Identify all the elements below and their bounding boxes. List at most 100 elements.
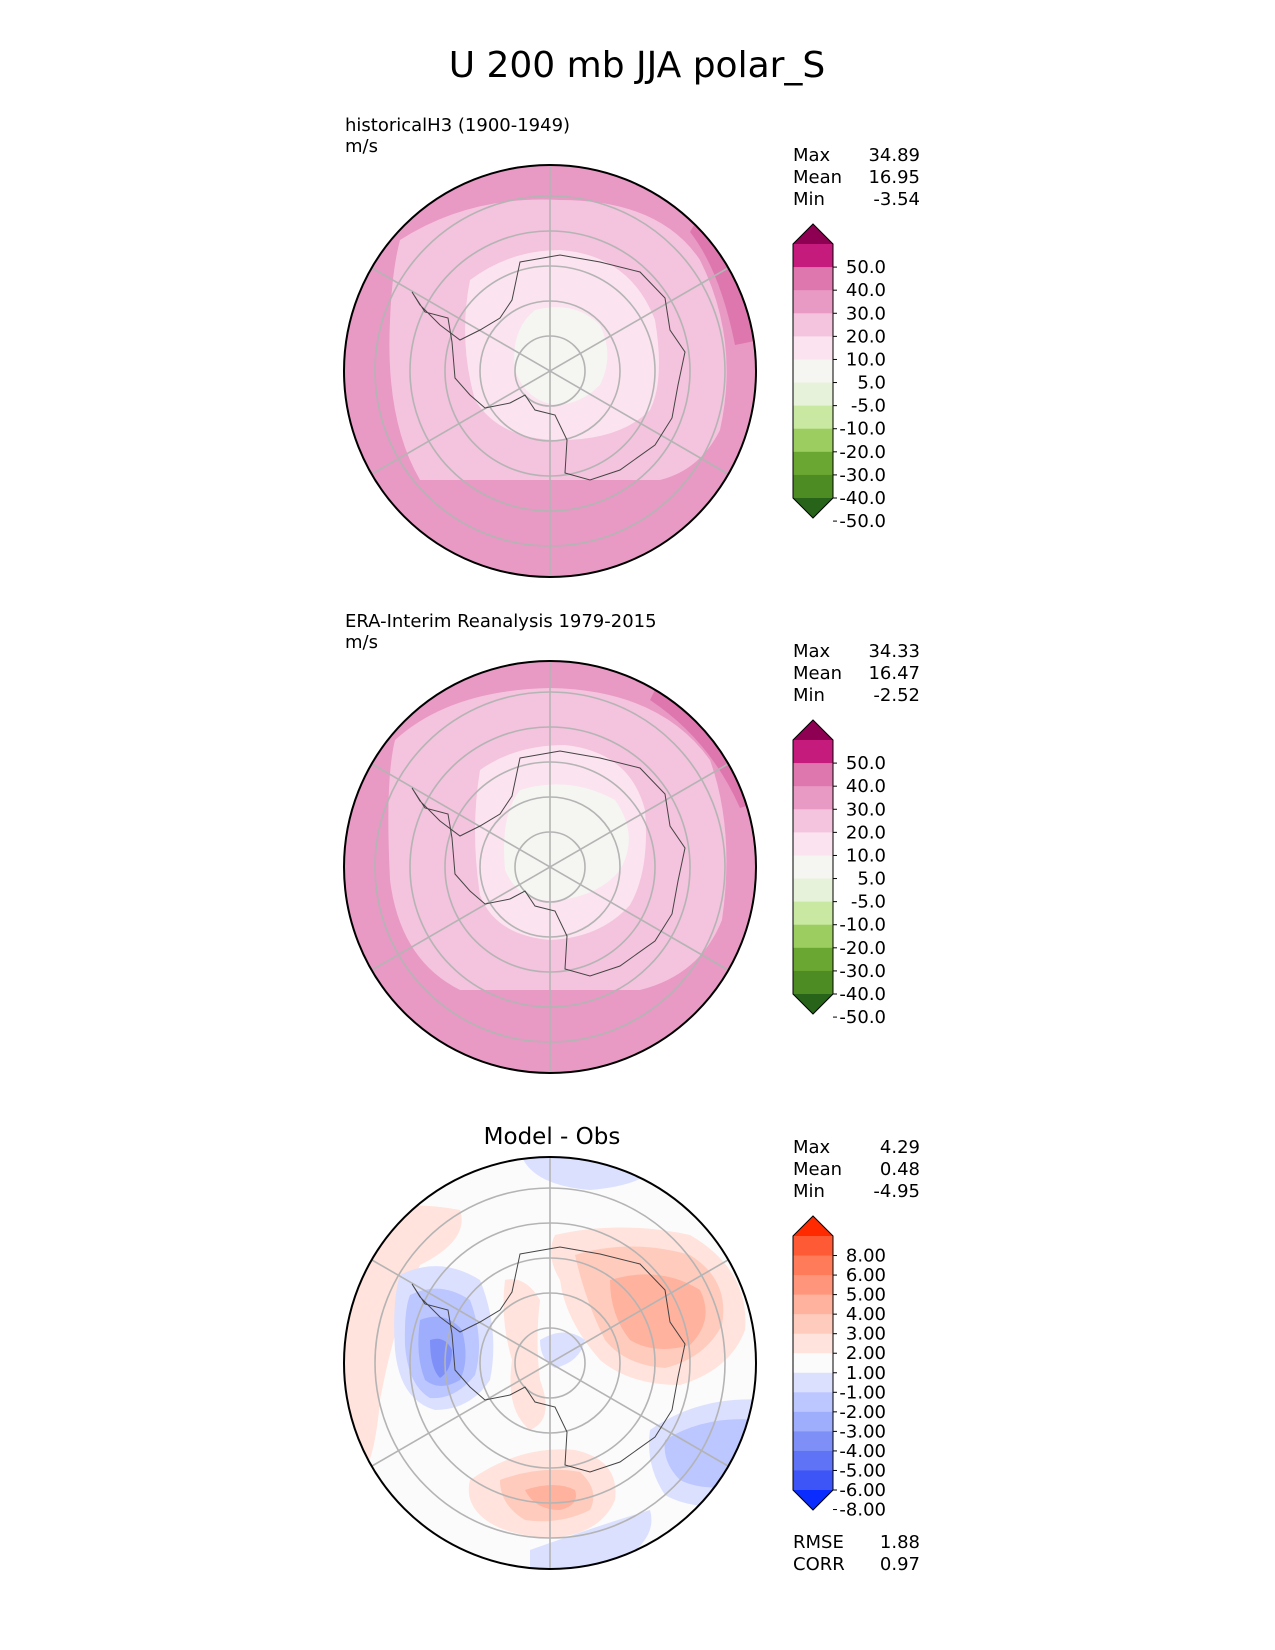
- colorbar-segment: [793, 1470, 833, 1491]
- colorbar-segment: [793, 763, 833, 787]
- stats: Max 34.33 Mean 16.47 Min -2.52: [793, 641, 920, 706]
- colorbar-tick-label: -8.00: [839, 1500, 886, 1521]
- colorbar-tick-label: 20.0: [846, 822, 886, 843]
- colorbar-tick-label: -40.0: [839, 984, 886, 1005]
- colorbar-tick-label: -5.00: [839, 1460, 886, 1481]
- stat-value: 34.33: [868, 641, 920, 662]
- colorbar-segment: [793, 970, 833, 995]
- colorbar-segment: [793, 1275, 833, 1296]
- colorbar-segment: [793, 1314, 833, 1335]
- colorbar-tick-label: 6.00: [846, 1265, 886, 1286]
- colorbar-tick-label: 1.00: [846, 1363, 886, 1384]
- panel-diff: Model - Obs: [343, 1124, 920, 1575]
- colorbar-tick-label: 5.00: [846, 1285, 886, 1306]
- colorbar-segment: [793, 878, 833, 903]
- grid-lines: [371, 1157, 729, 1569]
- colorbar-segment: [793, 740, 833, 764]
- stat-value: -3.54: [873, 189, 920, 210]
- colorbar-tick-label: -5.0: [851, 892, 886, 913]
- colorbar-tick-label: -50.0: [839, 1007, 886, 1028]
- stat-value: 16.95: [868, 167, 920, 188]
- colorbar-extend-min: [793, 994, 833, 1014]
- corr-label: CORR: [793, 1554, 845, 1575]
- colorbar-tick-label: -2.00: [839, 1402, 886, 1423]
- colorbar-tick-label: 20.0: [846, 326, 886, 347]
- colorbar-segment: [793, 451, 833, 476]
- colorbar-segment: [793, 1431, 833, 1452]
- panel-units: m/s: [345, 136, 378, 157]
- colorbar-tick-label: 50.0: [846, 753, 886, 774]
- colorbar-tick-label: 3.00: [846, 1324, 886, 1345]
- rmse-label: RMSE: [793, 1532, 844, 1553]
- colorbar-tick-label: 10.0: [846, 845, 886, 866]
- stat-label: Max: [793, 641, 831, 662]
- corr-value: 0.97: [880, 1554, 920, 1575]
- colorbar-segment: [793, 1411, 833, 1432]
- colorbar-extend-min: [793, 498, 833, 518]
- colorbar-tick-label: 40.0: [846, 776, 886, 797]
- panel-model: historicalH3 (1900-1949) m/s Max 34.89 M…: [343, 115, 920, 578]
- colorbar-segment: [793, 1236, 833, 1257]
- colorbar-tick-label: 4.00: [846, 1304, 886, 1325]
- rmse-value: 1.88: [880, 1532, 920, 1553]
- colorbar-tick-label: -20.0: [839, 938, 886, 959]
- colorbar-extend-max: [793, 1216, 833, 1236]
- coastline: [411, 1246, 686, 1473]
- colorbar-tick-label: -5.0: [851, 396, 886, 417]
- stat-value: 16.47: [868, 663, 920, 684]
- colorbar-segment: [793, 336, 833, 360]
- colorbar-segment: [793, 1353, 833, 1374]
- colorbar-tick-label: -10.0: [839, 419, 886, 440]
- colorbar-segment: [793, 1333, 833, 1354]
- map-boundary: [343, 164, 757, 578]
- colorbar-segment: [793, 428, 833, 453]
- colorbar-segment: [793, 290, 833, 314]
- colorbar-tick-label: -30.0: [839, 961, 886, 982]
- colorbar-tick-label: -50.0: [839, 511, 886, 532]
- stat-value: 4.29: [880, 1137, 920, 1158]
- colorbar-tick-label: 50.0: [846, 257, 886, 278]
- stat-value: 34.89: [868, 145, 920, 166]
- colorbar-segment: [793, 405, 833, 430]
- colorbar-segment: [793, 832, 833, 856]
- colorbar: 50.040.030.020.010.0 5.0-5.0-10.0-20.0-30…: [792, 223, 886, 532]
- stat-value: 0.48: [880, 1159, 920, 1180]
- colorbar-segment: [793, 786, 833, 810]
- colorbar-segment: [793, 1294, 833, 1315]
- colorbar-segment: [793, 1450, 833, 1471]
- colorbar-extend-max: [793, 720, 833, 740]
- colorbar-tick-label: 8.00: [846, 1246, 886, 1267]
- colorbar-extend-min: [793, 1490, 833, 1510]
- map-boundary: [343, 1156, 757, 1570]
- colorbar-tick-label: -40.0: [839, 488, 886, 509]
- colorbar-tick-label: 5.0: [857, 373, 886, 394]
- colorbar-tick-label: -1.00: [839, 1382, 886, 1403]
- stat-label: Mean: [793, 1159, 842, 1180]
- map-boundary: [343, 660, 757, 1074]
- colorbar-segment: [793, 1255, 833, 1276]
- colorbar-tick-label: 2.00: [846, 1343, 886, 1364]
- colorbar-segment: [793, 855, 833, 880]
- core-neutral: [504, 784, 629, 901]
- core-neutral: [514, 307, 608, 405]
- colorbar-segment: [793, 1392, 833, 1413]
- colorbar-tick-label: 30.0: [846, 303, 886, 324]
- colorbar-tick-label: -3.00: [839, 1421, 886, 1442]
- stat-label: Mean: [793, 663, 842, 684]
- colorbar-extend-max: [793, 224, 833, 244]
- grid-lines: [371, 165, 729, 577]
- pos-3-4: [610, 1274, 706, 1349]
- stat-value: -2.52: [873, 685, 920, 706]
- colorbar-tick-label: 5.0: [857, 869, 886, 890]
- panel-obs: ERA-Interim Reanalysis 1979-2015 m/s Max…: [343, 611, 920, 1074]
- colorbar: 50.040.030.020.010.0 5.0-5.0-10.0-20.0-30…: [792, 719, 886, 1028]
- colorbar-tick-label: -6.00: [839, 1480, 886, 1501]
- stat-label: Max: [793, 145, 831, 166]
- grid-lines: [371, 661, 729, 1073]
- jet-30-40: [690, 215, 756, 345]
- colorbar-tick-label: -30.0: [839, 465, 886, 486]
- coastline: [411, 750, 686, 977]
- colorbar-tick-label: -4.00: [839, 1441, 886, 1462]
- colorbar-segment: [793, 1372, 833, 1393]
